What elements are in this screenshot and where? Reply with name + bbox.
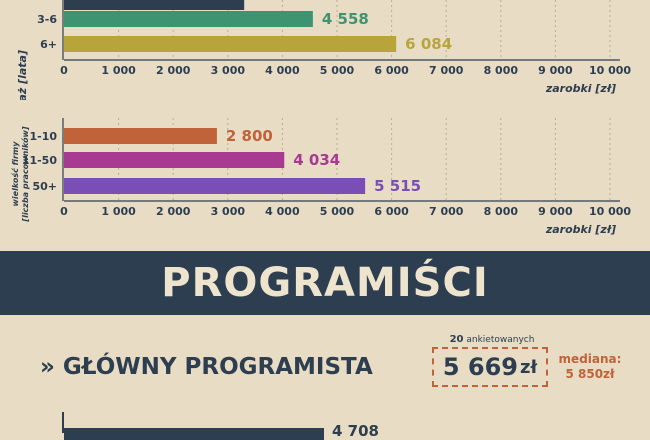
bar-value-label: 2 800 bbox=[226, 127, 273, 145]
x-tick-label: 7 000 bbox=[429, 205, 464, 218]
x-tick-label: 2 000 bbox=[156, 64, 191, 77]
respondents-label: ankietowanych bbox=[466, 335, 535, 345]
y-axis-label-line1: wielkość firmy bbox=[10, 141, 20, 207]
x-tick-label: 8 000 bbox=[484, 205, 519, 218]
x-tick-label: 8 000 bbox=[484, 64, 519, 77]
y-axis-label-line2: [liczba pracowników] bbox=[20, 126, 30, 223]
x-tick-label: 6 000 bbox=[374, 64, 409, 77]
role-title: » GŁÓWNY PROGRAMISTA bbox=[40, 354, 373, 380]
x-tick-label: 4 000 bbox=[265, 205, 300, 218]
median-block: mediana: 5 850zł bbox=[558, 352, 622, 382]
x-tick-label: 6 000 bbox=[374, 205, 409, 218]
x-tick-label: 5 000 bbox=[320, 205, 355, 218]
bar-value-label: 4 558 bbox=[322, 10, 369, 28]
x-tick-label: 1 000 bbox=[101, 205, 136, 218]
experience-salary-chart: 0 1 000 2 000 3 000 4 000 5 000 6 000 7 000 8 00… bbox=[16, 0, 631, 100]
x-tick-label: 0 bbox=[60, 64, 68, 77]
average-salary-value: 5 669 bbox=[442, 353, 518, 381]
next-chart-axis bbox=[62, 412, 64, 433]
next-chart-bar-label: 4 708 bbox=[332, 422, 379, 440]
x-tick-label: 3 000 bbox=[211, 205, 246, 218]
x-tick-label: 0 bbox=[60, 205, 68, 218]
category-label: 11-50 bbox=[22, 154, 58, 167]
y-axis-label: staż [lata] bbox=[16, 50, 29, 100]
respondents-count: 20 ankietowanych bbox=[432, 334, 552, 345]
x-tick-label: 7 000 bbox=[429, 64, 464, 77]
median-label: mediana: bbox=[558, 352, 622, 366]
x-tick-label: 1 000 bbox=[101, 64, 136, 77]
x-tick-label: 9 000 bbox=[538, 205, 573, 218]
x-tick-label: 9 000 bbox=[538, 64, 573, 77]
respondents-number: 20 bbox=[449, 334, 464, 345]
bar-value-label: 6 084 bbox=[405, 35, 452, 53]
bar bbox=[64, 128, 217, 144]
x-tick-label: 4 000 bbox=[265, 64, 300, 77]
x-tick-label: 10 000 bbox=[589, 64, 631, 77]
average-salary-currency: zł bbox=[520, 356, 538, 378]
median-value: 5 850zł bbox=[565, 367, 615, 381]
bar bbox=[64, 152, 285, 168]
bar bbox=[64, 36, 397, 52]
x-tick-label: 3 000 bbox=[211, 64, 246, 77]
bar bbox=[64, 178, 366, 194]
x-tick-label: 2 000 bbox=[156, 205, 191, 218]
bar-value-label: 4 034 bbox=[293, 151, 340, 169]
category-label: 3-6 bbox=[37, 13, 57, 26]
bar-value-label: 5 515 bbox=[374, 177, 421, 195]
section-banner: PROGRAMIŚCI bbox=[0, 251, 650, 315]
x-tick-label: 5 000 bbox=[320, 64, 355, 77]
bar bbox=[64, 11, 313, 27]
banner-title: PROGRAMIŚCI bbox=[161, 260, 489, 306]
category-label: 50+ bbox=[32, 180, 57, 193]
x-axis-label: zarobki [zł] bbox=[545, 82, 616, 95]
x-tick-label: 10 000 bbox=[589, 205, 631, 218]
company-size-salary-chart: 0 1 000 2 000 3 000 4 000 5 000 6 000 7 000 8 00… bbox=[10, 118, 631, 236]
next-chart-bar bbox=[64, 428, 324, 440]
bar bbox=[64, 0, 245, 10]
average-salary-box: 5 669 zł bbox=[432, 347, 548, 387]
category-label: 1-10 bbox=[29, 130, 57, 143]
category-label: 6+ bbox=[40, 38, 57, 51]
x-axis-label: zarobki [zł] bbox=[545, 223, 616, 236]
